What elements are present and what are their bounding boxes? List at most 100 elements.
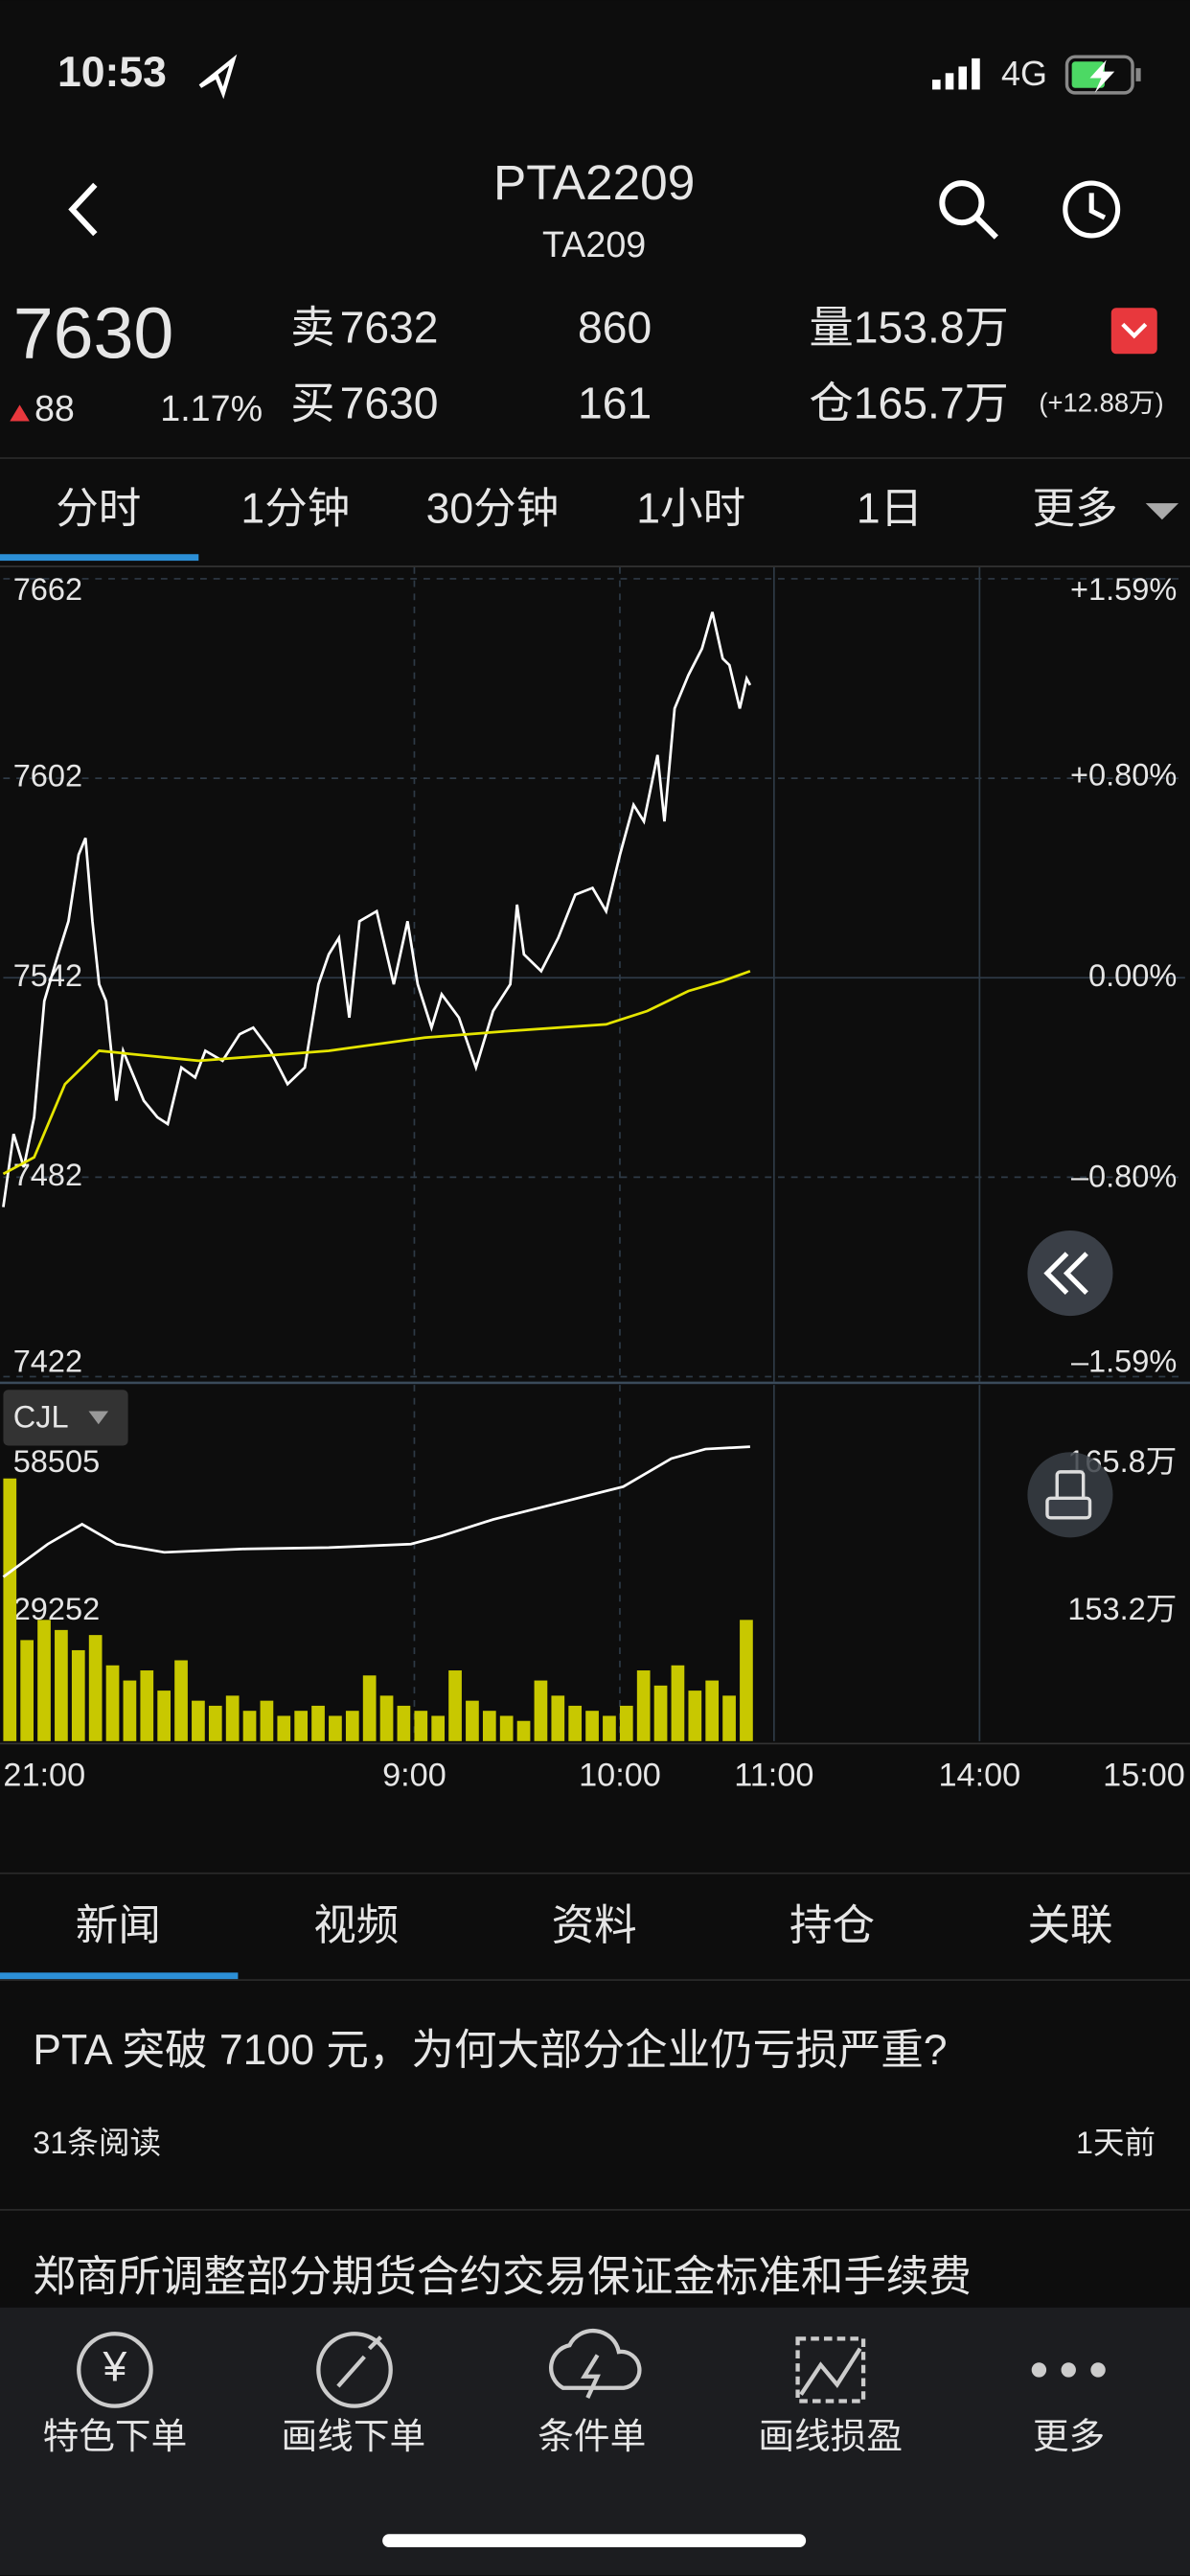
news-tab[interactable]: 持仓 (790, 1902, 875, 1949)
volume-bar (516, 1720, 531, 1741)
nav-label[interactable]: 画线下单 (281, 2416, 425, 2456)
nav-label[interactable]: 条件单 (538, 2416, 646, 2456)
y2-tick-label: +1.59% (1070, 572, 1177, 607)
indicator-name: CJL (13, 1400, 69, 1435)
y2-tick-label: –0.80% (1071, 1159, 1177, 1193)
news-time: 1天前 (1076, 2126, 1156, 2160)
period-tabs: 分时 1分钟 30分钟 1小时 1日 更多 (56, 485, 1117, 532)
search-button[interactable] (939, 180, 998, 240)
news-tab[interactable]: 视频 (313, 1902, 399, 1949)
period-tab[interactable]: 1分钟 (240, 485, 350, 532)
period-tab[interactable]: 更多 (1033, 485, 1118, 532)
volume: 量153.8万 (810, 302, 1009, 352)
indicator-selector[interactable] (3, 1390, 128, 1446)
rotate-button[interactable] (1027, 1452, 1113, 1538)
yen-icon: ¥ (103, 2344, 127, 2391)
volume-bar (71, 1649, 85, 1741)
volume-bar (362, 1675, 377, 1741)
period-tab[interactable]: 1小时 (636, 485, 745, 532)
period-tab[interactable]: 分时 (56, 485, 141, 532)
buy-label: 买 (290, 378, 334, 427)
nav-label[interactable]: 特色下单 (43, 2416, 188, 2456)
y-tick-label: 29252 (13, 1592, 100, 1626)
expand-button[interactable] (1110, 308, 1157, 355)
volume-bar (260, 1700, 274, 1741)
volume-bar (636, 1670, 651, 1741)
volume-bar (466, 1700, 479, 1741)
x-tick-label: 21:00 (3, 1758, 85, 1794)
news-title[interactable]: 郑商所调整部分期货合约交易保证金标准和手续费 (33, 2253, 972, 2300)
volume-bar (603, 1715, 616, 1741)
volume-bar (105, 1665, 120, 1741)
buy-price: 7630 (340, 378, 439, 427)
volume-bar (619, 1705, 633, 1741)
bottom-nav: 特色下单 画线下单 条件单 画线损盈 更多 (43, 2416, 1106, 2456)
open-interest: 仓165.7万 (810, 378, 1009, 427)
nav-label[interactable]: 更多 (1033, 2416, 1105, 2456)
volume-bar (329, 1715, 342, 1741)
y-tick-label: 7422 (13, 1344, 82, 1378)
news-tab[interactable]: 资料 (552, 1902, 637, 1949)
history-button[interactable] (1063, 180, 1121, 239)
y2-tick-label: –1.59% (1071, 1344, 1177, 1378)
last-price: 7630 (13, 293, 174, 374)
volume-bar (55, 1629, 68, 1741)
x-tick-label: 15:00 (1103, 1758, 1185, 1794)
volume-bar (551, 1695, 565, 1741)
home-indicator (382, 2534, 807, 2547)
more-caret (1145, 503, 1179, 520)
news-tab[interactable]: 关联 (1027, 1902, 1112, 1949)
volume-bar (311, 1705, 325, 1741)
average-line (2, 1445, 750, 1578)
volume-bar (740, 1620, 753, 1741)
news-title[interactable]: PTA 突破 7100 元，为何大部分企业仍亏损严重? (33, 2027, 947, 2074)
volume-bar (3, 1478, 17, 1741)
y-tick-label: 7602 (13, 759, 82, 794)
volume-bar (277, 1715, 291, 1741)
x-tick-label: 10:00 (579, 1758, 661, 1794)
period-tab[interactable]: 1日 (857, 485, 923, 532)
volume-bar (208, 1705, 222, 1741)
volume-bar (448, 1670, 462, 1741)
up-arrow (10, 404, 30, 422)
volume-bar (192, 1700, 205, 1741)
divider (0, 2209, 1190, 2211)
y2-tick-label: 153.2万 (1067, 1592, 1177, 1626)
volume-bar (174, 1660, 188, 1741)
price-line (2, 611, 752, 1208)
signal-icon (932, 58, 980, 90)
volume-bar (88, 1635, 103, 1741)
sell-label: 卖 (290, 302, 334, 352)
x-tick-label: 9:00 (382, 1758, 446, 1794)
divider (0, 457, 1190, 459)
volume-bar (345, 1711, 359, 1741)
period-tab[interactable]: 30分钟 (426, 485, 560, 532)
change-pct: 1.17% (160, 388, 263, 428)
location-icon (198, 54, 238, 100)
volume-bar (242, 1711, 257, 1741)
y2-tick-label: 0.00% (1088, 958, 1177, 993)
nav-label[interactable]: 画线损盈 (758, 2416, 903, 2456)
title: PTA2209 (493, 154, 695, 210)
divider (0, 1872, 1190, 1874)
volume-bar (379, 1695, 394, 1741)
divider (0, 1979, 1190, 1981)
volume-bar (225, 1695, 240, 1741)
x-tick-label: 11:00 (734, 1758, 813, 1794)
back-button[interactable] (68, 182, 98, 237)
volume-bar (688, 1690, 702, 1741)
volume-bar (585, 1711, 599, 1741)
news-tab[interactable]: 新闻 (76, 1902, 161, 1949)
panel-separator (0, 1381, 1190, 1385)
y-tick-label: 7662 (13, 572, 82, 607)
volume-bar (123, 1680, 137, 1741)
average-line (2, 970, 751, 1176)
oi-change: (+12.88万) (1039, 388, 1163, 418)
sell-price: 7632 (340, 302, 439, 352)
collapse-button[interactable] (1027, 1230, 1113, 1317)
bottom-bar (0, 2307, 1190, 2576)
news-reads: 31条阅读 (33, 2126, 161, 2160)
